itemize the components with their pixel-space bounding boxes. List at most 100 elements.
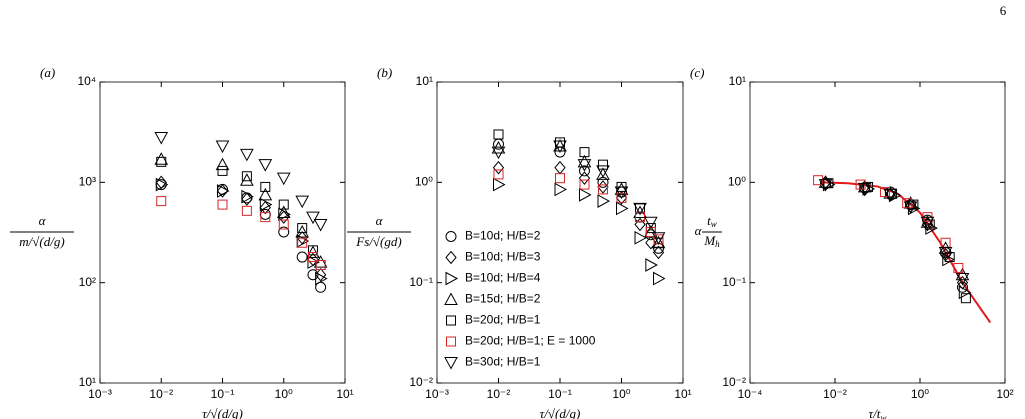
marker [306,245,320,258]
legend-label: B=20d; H/B=1; E = 1000 [465,334,596,348]
y-axis-label-denominator: Mh [703,233,720,249]
marker [955,273,970,286]
marker [653,271,666,286]
denominator-main: M [703,233,716,248]
marker [955,267,970,281]
y-axis-label-denominator: m/√(d/g) [19,234,64,249]
marker [493,177,506,192]
marker [633,202,647,216]
legend-marker [444,357,458,370]
legend-label: B=10d; H/B=4 [465,271,541,285]
marker [633,205,647,219]
marker [315,259,326,270]
marker [491,146,506,160]
marker [553,140,567,154]
marker [215,157,230,171]
marker [953,263,964,274]
x-tick-label: 10⁻³ [88,387,112,401]
marker [938,246,953,260]
x-tick-label: 10⁰ [275,387,293,401]
marker [577,159,592,172]
marker [634,217,646,232]
marker [217,199,228,210]
marker [297,223,308,234]
marker [154,152,169,165]
marker [579,179,590,190]
marker [813,175,824,186]
marker [295,224,310,238]
y-axis-label-denominator: Fs/√(gd) [355,234,401,249]
marker [596,167,610,180]
panel-label: (b) [377,65,392,80]
marker [857,182,872,196]
x-tick-label: 10¹ [674,387,691,401]
marker [313,218,328,232]
marker [555,173,565,184]
marker [240,148,254,162]
x-tick-label: 10⁻⁴ [738,387,763,401]
x-tick-label: 10⁻³ [425,387,449,401]
y-tick-label: 10⁰ [415,175,433,189]
marker [156,196,167,207]
legend-marker [444,292,458,305]
marker [306,211,320,225]
legend-label: B=10d; H/B=3 [465,250,541,264]
denominator-sub: h [715,239,720,249]
x-tick-label: 10¹ [336,387,353,401]
marker [296,251,308,263]
x-tick-label: 10⁰ [612,387,630,401]
marker [241,205,252,216]
x-tick-label: 10⁰ [911,387,929,401]
marker [241,189,254,204]
legend-marker [446,336,456,347]
marker [578,188,592,202]
marker [554,160,566,175]
marker [652,245,665,260]
legend-marker [445,250,457,265]
marker [578,171,591,185]
x-tick-label: 10⁻² [823,387,847,401]
marker [942,252,955,267]
marker [215,140,230,154]
marker [855,179,866,190]
marker [260,212,271,223]
x-axis-label: τ/√(d/g) [540,406,581,419]
marker [278,219,289,230]
x-axis-label: τ/√(d/g) [202,406,243,419]
marker [920,216,935,230]
marker [315,271,328,286]
x-tick-label: 10⁻¹ [548,387,572,401]
marker [314,267,327,282]
panel-label: (a) [40,65,55,80]
marker [241,171,252,182]
marker [259,197,273,212]
marker [278,210,290,224]
marker [555,137,565,148]
y-tick-label: 10³ [79,175,96,189]
marker [644,216,658,230]
marker [957,281,968,293]
marker [958,285,972,300]
y-tick-label: 10⁰ [728,175,746,189]
legend-marker [445,231,457,242]
marker [276,172,291,186]
marker [217,184,230,198]
marker [634,230,648,245]
marker [493,129,504,140]
y-tick-label: 10⁻² [722,375,746,389]
marker [155,175,167,190]
marker [307,255,321,270]
marker [155,177,169,192]
marker [597,194,611,208]
marker [216,184,229,198]
marker [614,186,629,200]
marker [240,173,254,186]
y-tick-label: 10¹ [416,74,433,88]
marker [597,159,608,170]
legend-marker [445,271,459,286]
marker [903,201,918,214]
x-tick-label: 10⁻¹ [211,387,235,401]
marker [278,199,289,210]
marker [596,165,610,178]
marker [241,192,253,206]
